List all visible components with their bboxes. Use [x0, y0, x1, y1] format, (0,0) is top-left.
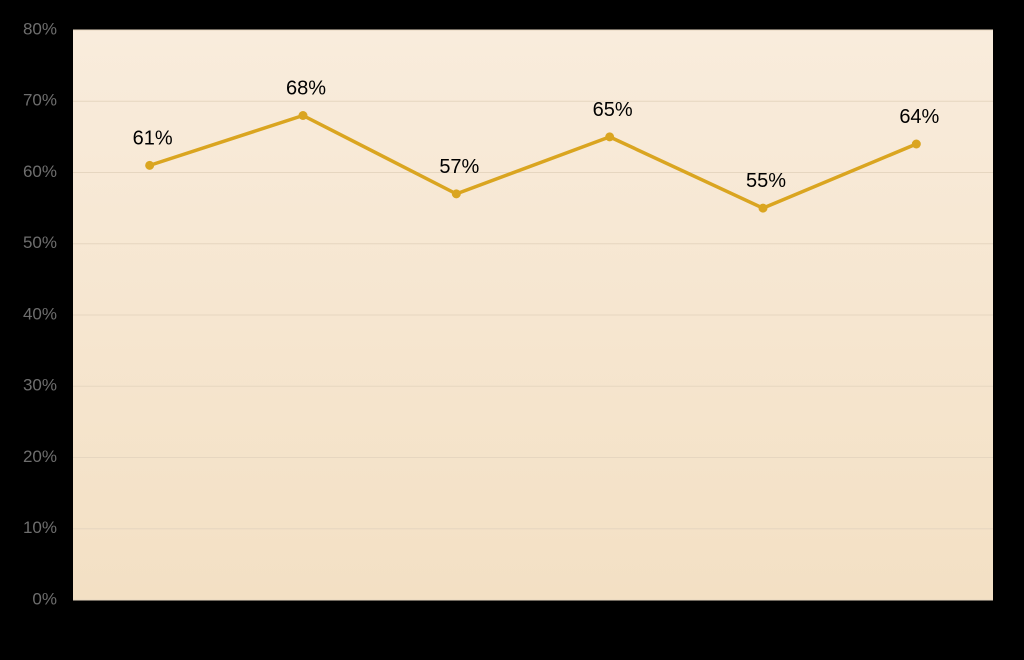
data-label: 64% — [899, 106, 939, 128]
point — [298, 111, 308, 120]
y-tick-label: 30% — [23, 376, 57, 395]
marks: 61% 68% 57% 65% 55% 64% — [133, 78, 940, 213]
data-label: 65% — [593, 99, 633, 121]
y-tick-label: 60% — [23, 162, 57, 181]
point — [911, 139, 921, 149]
y-tick-label: 20% — [23, 447, 57, 466]
y-tick-label: 40% — [23, 304, 57, 323]
point — [605, 132, 615, 142]
y-tick-label: 50% — [23, 233, 57, 252]
data-label: 55% — [746, 170, 786, 192]
data-label: 68% — [286, 78, 326, 100]
point — [451, 189, 461, 199]
data-label: 57% — [439, 156, 479, 178]
y-tick-label: 70% — [23, 91, 57, 110]
line — [149, 113, 918, 210]
point — [145, 160, 155, 170]
data-label: 61% — [133, 127, 173, 149]
y-tick-label: 80% — [23, 19, 57, 38]
point — [758, 203, 768, 213]
y-tick-label: 10% — [23, 518, 57, 537]
grid — [73, 29, 993, 601]
y-tick-label: 0% — [32, 589, 57, 608]
